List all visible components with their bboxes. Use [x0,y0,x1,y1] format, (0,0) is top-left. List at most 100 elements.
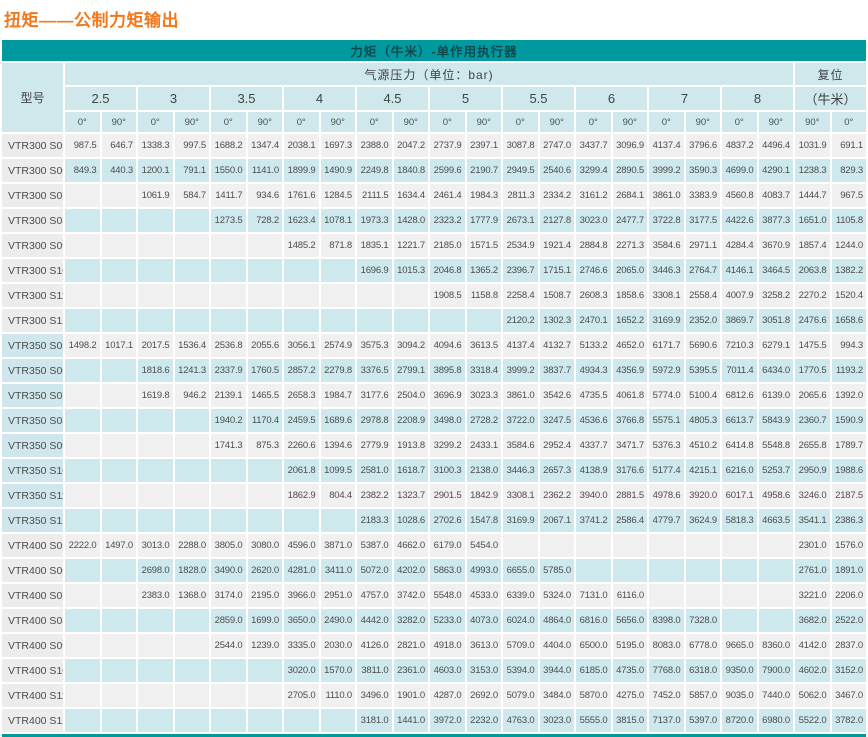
torque-cell [101,659,136,682]
torque-cell: 2522.0 [831,609,866,632]
table-row: VTR350 S07 1619.8 946.2 2139.1 1465.5 2658.3 1… [2,384,866,407]
torque-cell: 2544.0 [211,634,246,657]
pressure-value-header: 3.5 [211,87,282,110]
pressure-value-header: 8 [722,87,793,110]
torque-cell: 3169.9 [649,309,684,332]
torque-cell: 1688.2 [211,134,246,157]
torque-cell: 1392.0 [831,384,866,407]
torque-cell: 3282.0 [393,609,428,632]
torque-cell: 1411.7 [211,184,246,207]
torque-output-table: 力矩（牛米）-单作用执行器 型号 气源压力（单位：bar) 复位 2.5 3 3.5… [0,38,868,734]
torque-cell: 2301.0 [795,534,830,557]
torque-cell: 5233.0 [430,609,465,632]
torque-cell: 3013.0 [138,534,173,557]
torque-cell: 3944.0 [539,659,574,682]
torque-cell: 4137.4 [649,134,684,157]
degree-0-header: 0° [649,112,684,132]
torque-cell: 3815.0 [612,709,647,732]
torque-cell: 2362.2 [539,484,574,507]
torque-cell [576,559,611,582]
torque-cell: 4337.7 [576,434,611,457]
torque-cell: 1061.9 [138,184,173,207]
torque-cell: 2046.8 [430,259,465,282]
row-model-label: VTR350 S09 [2,434,63,457]
torque-cell: 1984.7 [320,384,355,407]
torque-cell: 4073.0 [466,609,501,632]
torque-cell [65,684,100,707]
torque-cell [138,434,173,457]
torque-cell: 1238.3 [795,159,830,182]
torque-cell: 3877.3 [758,209,793,232]
torque-cell: 1988.6 [831,459,866,482]
torque-cell: 5555.0 [576,709,611,732]
torque-cell: 9035.0 [722,684,757,707]
torque-cell [430,309,465,332]
torque-cell: 987.5 [65,134,100,157]
table-band-title: 力矩（牛米）-单作用执行器 [2,40,866,61]
torque-cell [284,309,319,332]
torque-cell [247,709,282,732]
torque-cell [247,284,282,307]
torque-cell [649,559,684,582]
torque-cell: 1031.9 [795,134,830,157]
reset-degree-90-header: 90° [795,112,830,132]
pressure-value-header: 5 [430,87,501,110]
table-row: VTR400 S12 3181.0 1441.0 3972.0 2232.0 4763.0… [2,709,866,732]
torque-cell [138,659,173,682]
torque-cell: 1017.1 [101,334,136,357]
torque-cell: 1323.7 [393,484,428,507]
torque-cell: 1899.9 [284,159,319,182]
torque-cell: 6171.7 [649,334,684,357]
torque-cell: 849.3 [65,159,100,182]
torque-cell: 3020.0 [284,659,319,682]
torque-cell [685,534,720,557]
torque-cell [101,359,136,382]
torque-cell: 7440.0 [758,684,793,707]
degree-90-header: 90° [101,112,136,132]
torque-cell: 2586.4 [612,509,647,532]
torque-cell: 3742.0 [393,584,428,607]
torque-cell: 2323.2 [430,209,465,232]
torque-cell: 6500.0 [576,634,611,657]
torque-cell [138,459,173,482]
pressure-value-header: 4.5 [357,87,428,110]
torque-cell: 2386.3 [831,509,866,532]
torque-cell: 3498.0 [430,409,465,432]
torque-cell: 2288.0 [174,534,209,557]
row-model-label: VTR300 S07 [2,184,63,207]
torque-cell: 6980.0 [758,709,793,732]
torque-cell: 2459.5 [284,409,319,432]
torque-cell [247,259,282,282]
torque-cell: 2185.0 [430,234,465,257]
torque-cell: 4061.8 [612,384,647,407]
torque-cell: 3161.2 [576,184,611,207]
torque-cell: 2383.0 [138,584,173,607]
torque-cell: 6613.7 [722,409,757,432]
torque-cell: 9665.0 [722,634,757,657]
torque-cell: 3584.6 [503,434,538,457]
table-row: VTR350 S10 2061.8 1099.5 2581.0 1618.7 3100.3… [2,459,866,482]
torque-cell: 2747.0 [539,134,574,157]
torque-cell: 2534.9 [503,234,538,257]
torque-cell: 3299.2 [430,434,465,457]
torque-cell: 1284.5 [320,184,355,207]
torque-cell [101,584,136,607]
torque-cell [211,484,246,507]
pressure-value-header: 6 [576,87,647,110]
torque-cell: 5548.8 [758,434,793,457]
torque-cell: 2764.7 [685,259,720,282]
torque-cell: 5397.0 [685,709,720,732]
torque-cell [174,409,209,432]
torque-cell: 4596.0 [284,534,319,557]
torque-cell: 3318.4 [466,359,501,382]
torque-cell: 2779.9 [357,434,392,457]
torque-cell: 2951.0 [320,584,355,607]
degree-0-header: 0° [357,112,392,132]
table-row: VTR400 S10 3020.0 1570.0 3811.0 2361.0 4603.0… [2,659,866,682]
torque-cell: 2461.4 [430,184,465,207]
torque-cell: 2490.0 [320,609,355,632]
torque-cell [320,284,355,307]
torque-cell: 3696.9 [430,384,465,407]
table-row: VTR400 S05 2222.0 1497.0 3013.0 2288.0 3805.0… [2,534,866,557]
torque-cell: 4442.0 [357,609,392,632]
